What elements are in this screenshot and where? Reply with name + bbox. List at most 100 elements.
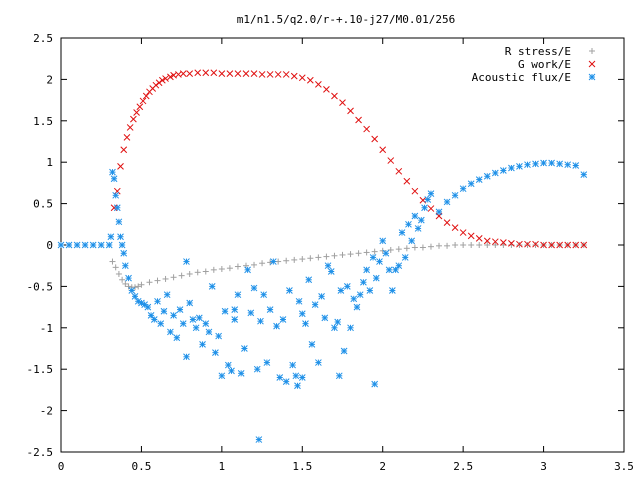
data-point (115, 218, 123, 226)
data-point (516, 240, 523, 248)
data-point (202, 69, 210, 77)
data-point (105, 241, 113, 249)
data-point (335, 372, 343, 380)
data-point (259, 260, 266, 267)
data-point (532, 242, 539, 248)
data-point (339, 99, 346, 106)
data-point (347, 107, 354, 115)
data-point (109, 168, 116, 176)
data-point (121, 262, 129, 270)
data-point (532, 240, 539, 248)
data-point (195, 314, 203, 322)
x-tick-label: 2 (379, 460, 386, 473)
data-point (459, 229, 467, 236)
data-point (113, 204, 121, 212)
data-point (302, 320, 309, 328)
data-point (500, 167, 507, 174)
data-point (258, 71, 266, 78)
data-point (516, 162, 523, 170)
data-point (97, 241, 105, 249)
data-point (395, 246, 402, 253)
data-point (109, 258, 116, 265)
data-point (112, 191, 120, 199)
data-point (120, 249, 128, 257)
data-point (401, 254, 409, 261)
data-point (218, 266, 225, 273)
data-point (379, 146, 387, 154)
data-point (237, 369, 245, 377)
y-tick-label: -1.5 (27, 363, 54, 376)
legend-marker (589, 48, 595, 54)
data-point (154, 297, 161, 305)
data-point (451, 191, 459, 199)
legend-label: Acoustic flux/E (472, 71, 571, 84)
data-point (305, 276, 313, 284)
data-point (353, 303, 361, 311)
data-point (194, 69, 202, 77)
data-point (152, 81, 160, 89)
data-point (125, 283, 132, 290)
data-point (290, 72, 298, 80)
data-point (291, 256, 298, 263)
data-point (298, 310, 306, 318)
data-point (251, 261, 258, 268)
data-point (247, 309, 255, 317)
y-tick-label: -2 (40, 405, 53, 418)
data-point (411, 244, 418, 251)
data-point (202, 268, 209, 275)
data-point (131, 292, 139, 300)
data-point (360, 278, 367, 286)
data-point (424, 196, 432, 203)
data-point (564, 241, 572, 249)
data-point (355, 116, 362, 124)
data-point (436, 242, 443, 249)
data-point (65, 241, 73, 249)
data-point (210, 69, 218, 77)
data-point (234, 291, 242, 299)
data-point (250, 284, 258, 292)
data-point (253, 365, 261, 373)
data-point (306, 76, 314, 84)
data-point (419, 244, 426, 251)
data-point (234, 263, 241, 270)
data-point (215, 332, 222, 340)
data-point (162, 275, 169, 282)
x-tick-label: 1.5 (292, 460, 312, 473)
data-point (491, 238, 499, 246)
data-point (241, 345, 248, 352)
data-point (444, 242, 451, 249)
data-point (119, 276, 126, 283)
data-point (298, 374, 306, 381)
data-point (107, 233, 115, 241)
data-point (524, 242, 531, 248)
data-point (162, 75, 169, 82)
data-point (540, 159, 547, 167)
data-point (379, 237, 387, 245)
data-point (212, 349, 219, 356)
data-point (260, 291, 268, 299)
x-tick-label: 0 (58, 460, 65, 473)
data-point (205, 328, 213, 336)
data-point (126, 124, 134, 131)
data-point (475, 235, 483, 242)
data-point (524, 161, 531, 169)
data-point (136, 103, 144, 111)
data-point (483, 172, 491, 180)
data-point (186, 299, 194, 307)
data-point (125, 274, 132, 282)
data-point (484, 242, 491, 248)
data-point (337, 287, 345, 294)
y-tick-label: -0.5 (27, 280, 54, 293)
data-point (231, 306, 239, 313)
data-point (548, 159, 555, 167)
data-point (298, 74, 306, 82)
data-point (387, 157, 395, 164)
legend-label: G work/E (518, 58, 571, 71)
data-point (294, 382, 301, 390)
y-tick-label: 2 (46, 73, 53, 86)
data-point (318, 292, 325, 300)
data-point (242, 70, 250, 77)
data-point (427, 205, 435, 212)
